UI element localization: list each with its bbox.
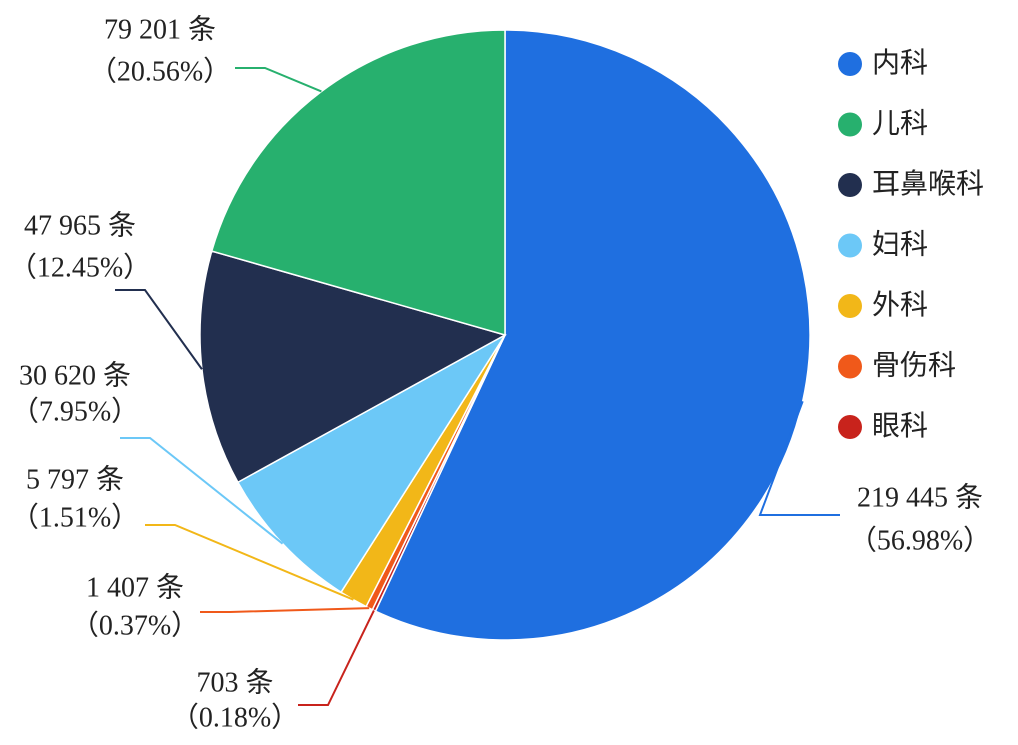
leader-line bbox=[115, 289, 203, 370]
legend-marker bbox=[838, 233, 862, 258]
legend-marker bbox=[838, 354, 862, 379]
pie-slice bbox=[199, 250, 507, 484]
legend-label: 妇科 bbox=[872, 228, 928, 261]
percent-label: （20.56%） bbox=[89, 55, 231, 87]
leader-line bbox=[120, 437, 284, 545]
value-label: 79 201 条 bbox=[104, 13, 216, 45]
value-label: 703 条 bbox=[196, 666, 273, 698]
pie-slice bbox=[374, 29, 811, 641]
percent-label: （7.95%） bbox=[11, 395, 139, 427]
legend-label: 外科 bbox=[872, 288, 928, 321]
legend-label: 骨伤科 bbox=[872, 349, 956, 382]
percent-label: （56.98%） bbox=[849, 524, 991, 556]
value-label: 30 620 条 bbox=[19, 359, 131, 391]
leader-line bbox=[298, 609, 375, 706]
pie-slice bbox=[236, 334, 506, 594]
legend-marker bbox=[838, 173, 862, 197]
legend-marker bbox=[838, 294, 862, 318]
legend-marker bbox=[838, 52, 862, 76]
legend-label: 内科 bbox=[872, 46, 928, 79]
legend-label: 眼科 bbox=[872, 409, 928, 442]
leader-line bbox=[758, 400, 840, 516]
percent-label: （1.51%） bbox=[11, 501, 139, 533]
pie-slice bbox=[210, 29, 506, 336]
percent-label: （0.18%） bbox=[171, 701, 299, 733]
percent-label: （0.37%） bbox=[71, 609, 199, 641]
value-label: 219 445 条 bbox=[857, 481, 983, 513]
leader-line bbox=[235, 67, 322, 93]
legend-label: 耳鼻喉科 bbox=[872, 167, 984, 200]
legend-marker bbox=[838, 415, 862, 439]
leader-line bbox=[200, 607, 370, 613]
legend-marker bbox=[838, 112, 862, 137]
value-label: 1 407 条 bbox=[86, 571, 184, 603]
percent-label: （12.45%） bbox=[9, 251, 151, 283]
leader-line bbox=[145, 524, 354, 601]
value-label: 5 797 条 bbox=[26, 463, 124, 495]
value-label: 47 965 条 bbox=[24, 209, 136, 241]
legend-label: 儿科 bbox=[872, 107, 928, 140]
